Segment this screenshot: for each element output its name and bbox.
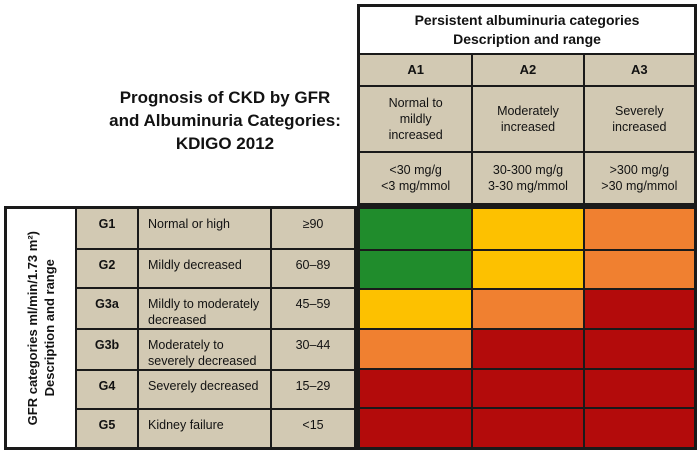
albuminuria-range-a3: >300 mg/g >30 mg/mmol — [582, 153, 694, 203]
risk-cell-g2-a3 — [582, 248, 694, 289]
albuminuria-description-a1: Normal to mildly increased — [360, 87, 472, 153]
gfr-range-g3a: 45–59 — [272, 287, 354, 328]
gfr-range-g1: ≥90 — [302, 217, 324, 231]
gfr-description-g4: Severely decreased — [139, 369, 272, 408]
gfr-axis-label: GFR categories ml/min/1.73 m²) Descriptio… — [25, 230, 57, 426]
chart-title: Prognosis of CKD by GFR and Albuminuria … — [109, 88, 341, 153]
risk-cell-g3a-a1 — [360, 288, 472, 328]
gfr-code-g2: G2 — [77, 248, 139, 287]
albuminuria-code-a1: A1 — [360, 55, 472, 87]
gfr-description-g2: Mildly decreased — [139, 248, 272, 287]
gfr-range-g3b: 30–44 — [272, 328, 354, 369]
gfr-axis-header: GFR categories ml/min/1.73 m²) Descriptio… — [7, 209, 77, 447]
albuminuria-range-a1: <30 mg/g <3 mg/mmol — [381, 163, 451, 193]
albuminuria-range-a2: 30-300 mg/g 3-30 mg/mmol — [471, 153, 582, 203]
risk-cell-g4-a1 — [360, 367, 472, 408]
gfr-code-g4: G4 — [77, 369, 139, 408]
gfr-range-g5: <15 — [272, 408, 354, 447]
albuminuria-table: Persistent albuminuria categories Descri… — [357, 4, 697, 206]
gfr-description-g1: Normal or high — [139, 209, 272, 248]
gfr-description-g3b: Moderately to severely decreased — [139, 328, 272, 369]
gfr-code-g5: G5 — [77, 408, 139, 447]
gfr-code-g3b: G3b — [77, 328, 139, 369]
risk-cell-g1-a2 — [471, 209, 583, 249]
risk-cell-g5-a1 — [360, 407, 472, 447]
risk-cell-g4-a2 — [471, 367, 583, 408]
gfr-description-g3a: Mildly to moderately decreased — [139, 287, 272, 328]
risk-cell-g5-a2 — [471, 407, 583, 447]
risk-heatmap — [357, 206, 697, 450]
gfr-code-g1: G1 — [77, 209, 139, 248]
gfr-description-g5: Kidney failure — [139, 408, 272, 447]
risk-cell-g2-a2 — [471, 248, 583, 289]
gfr-range-g2: 60–89 — [272, 248, 354, 287]
albuminuria-description-a3: Severely increased — [582, 87, 694, 153]
risk-cell-g3a-a2 — [471, 288, 583, 328]
gfr-range-g4: 15–29 — [272, 369, 354, 408]
albuminuria-code-a3: A3 — [582, 55, 694, 87]
gfr-code-g3a: G3a — [77, 287, 139, 328]
albuminuria-table-header: Persistent albuminuria categories Descri… — [360, 7, 694, 55]
risk-cell-g2-a1 — [360, 248, 472, 289]
albuminuria-code-a2: A2 — [471, 55, 583, 87]
risk-cell-g1-a3 — [582, 209, 694, 249]
risk-cell-g4-a3 — [582, 367, 694, 408]
risk-cell-g3b-a1 — [360, 328, 472, 368]
risk-cell-g1-a1 — [360, 209, 472, 249]
risk-cell-g3b-a2 — [471, 328, 583, 368]
risk-cell-g3a-a3 — [582, 288, 694, 328]
albuminuria-header-line2: Description and range — [453, 31, 601, 47]
risk-cell-g3b-a3 — [582, 328, 694, 368]
risk-cell-g5-a3 — [582, 407, 694, 447]
albuminuria-header-line1: Persistent albuminuria categories — [414, 12, 640, 28]
albuminuria-description-a2: Moderately increased — [471, 87, 583, 153]
gfr-table: GFR categories ml/min/1.73 m²) Descriptio… — [4, 206, 357, 450]
